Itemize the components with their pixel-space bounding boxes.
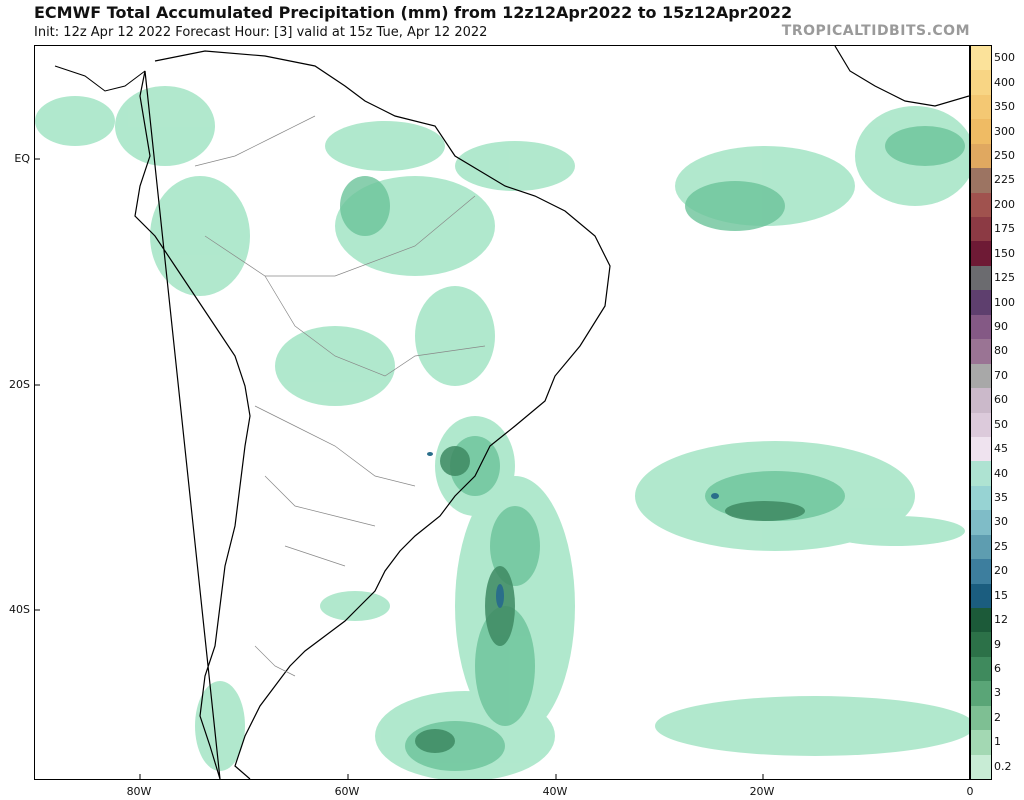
colorbar-level-label: 2	[994, 710, 1001, 724]
colorbar-level-label: 50	[994, 417, 1008, 431]
colorbar-level-label: 250	[994, 148, 1015, 162]
colorbar-level-label: 6	[994, 662, 1001, 676]
colorbar-level-label: 60	[994, 393, 1008, 407]
colorbar-level-label: 350	[994, 100, 1015, 114]
map-title: ECMWF Total Accumulated Precipitation (m…	[34, 3, 793, 22]
lon-label-60w: 60W	[334, 785, 360, 798]
lon-label-20w: 20W	[749, 785, 775, 798]
colorbar-level-label: 45	[994, 442, 1008, 456]
colorbar-level-label: 100	[994, 295, 1015, 309]
graticule-ticks	[35, 158, 764, 779]
colorbar-cell	[971, 607, 991, 633]
precip-mid-areas	[340, 126, 965, 771]
lat-label-eq: EQ	[14, 152, 30, 165]
colorbar-cell	[971, 534, 991, 560]
colorbar-cell	[971, 363, 991, 389]
country-borders	[194, 115, 486, 677]
colorbar-cell	[971, 632, 991, 658]
colorbar-cell	[971, 119, 991, 145]
precip-deep-areas	[427, 452, 719, 608]
colorbar-cell	[971, 510, 991, 536]
colorbar-level-label: 25	[994, 539, 1008, 553]
colorbar-level-label: 1	[994, 735, 1001, 749]
colorbar-cell	[971, 217, 991, 242]
colorbar-level-label: 150	[994, 246, 1015, 260]
colorbar-cell	[971, 290, 991, 316]
colorbar-level-label: 80	[994, 344, 1008, 358]
colorbar-cell	[971, 46, 991, 71]
lon-label-0: 0	[966, 785, 974, 798]
colorbar-level-label: 30	[994, 515, 1008, 529]
lon-label-40w: 40W	[542, 785, 568, 798]
colorbar-cell	[971, 656, 991, 682]
colorbar-cell	[971, 559, 991, 585]
map-subtitle: Init: 12z Apr 12 2022 Forecast Hour: [3]…	[34, 25, 488, 40]
colorbar-cell	[971, 412, 991, 438]
colorbar-level-label: 400	[994, 75, 1015, 89]
colorbar-level-label: 225	[994, 173, 1015, 187]
colorbar-cell	[971, 583, 991, 609]
colorbar-level-label: 90	[994, 319, 1008, 333]
colorbar-cell	[971, 705, 991, 731]
colorbar-cell	[971, 436, 991, 462]
colorbar-level-label: 125	[994, 271, 1015, 285]
colorbar-cell	[971, 388, 991, 413]
colorbar-level-label: 15	[994, 588, 1008, 602]
colorbar-level-label: 40	[994, 466, 1008, 480]
colorbar-cell	[971, 241, 991, 267]
colorbar-level-label: 500	[994, 51, 1015, 65]
lat-label-20s: 20S	[9, 378, 30, 391]
colorbar-level-label: 12	[994, 613, 1008, 627]
colorbar-level-label: 35	[994, 491, 1008, 505]
colorbar-level-label: 20	[994, 564, 1008, 578]
colorbar-level-label: 0.2	[994, 759, 1012, 773]
precipitation-colorbar	[970, 45, 992, 780]
lon-label-80w: 80W	[126, 785, 152, 798]
colorbar-cell	[971, 730, 991, 756]
colorbar-level-label: 9	[994, 637, 1001, 651]
lat-label-40s: 40S	[9, 603, 30, 616]
map-canvas	[35, 46, 969, 779]
colorbar-cell	[971, 339, 991, 365]
colorbar-cell	[971, 265, 991, 291]
colorbar-level-label: 70	[994, 368, 1008, 382]
colorbar-level-label: 300	[994, 124, 1015, 138]
colorbar-cell	[971, 168, 991, 194]
colorbar-level-label: 175	[994, 222, 1015, 236]
colorbar-cell	[971, 681, 991, 707]
colorbar-cell	[971, 754, 991, 780]
colorbar-cell	[971, 94, 991, 120]
colorbar-cell	[971, 314, 991, 340]
africa-coastline	[834, 46, 969, 107]
brand-watermark: TROPICALTIDBITS.COM	[781, 23, 970, 39]
precipitation-map	[34, 45, 970, 780]
south-america-coastline	[134, 50, 611, 779]
colorbar-cell	[971, 461, 991, 487]
colorbar-cell	[971, 192, 991, 218]
colorbar-cell	[971, 70, 991, 96]
colorbar-level-label: 3	[994, 686, 1001, 700]
colorbar-cell	[971, 143, 991, 169]
central-america-coastline	[54, 65, 146, 92]
colorbar-level-label: 200	[994, 197, 1015, 211]
colorbar-cell	[971, 485, 991, 511]
